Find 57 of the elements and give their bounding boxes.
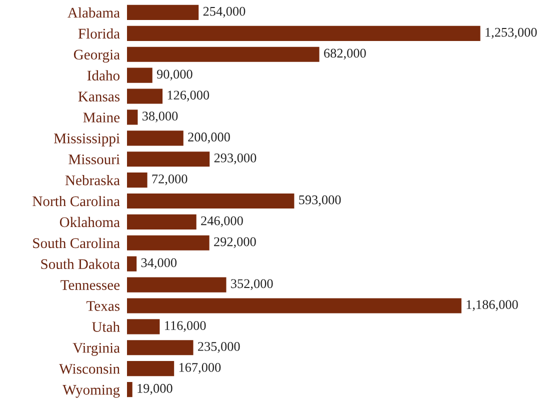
bar	[127, 214, 196, 230]
data-label: 254,000	[203, 6, 246, 18]
y-tick-label: Idaho	[87, 70, 120, 81]
bar	[127, 4, 199, 20]
bar	[127, 193, 294, 209]
data-label: 682,000	[324, 48, 366, 60]
data-label: 1,186,000	[466, 300, 518, 311]
bar	[127, 26, 480, 41]
y-tick-label: Wisconsin	[59, 364, 120, 374]
data-label: 167,000	[179, 362, 221, 374]
bar	[127, 46, 320, 62]
data-label: 116,000	[165, 321, 206, 332]
bar	[127, 110, 138, 125]
data-label: 292,000	[214, 237, 256, 248]
data-label: 246,000	[201, 216, 243, 228]
data-label: 90,000	[156, 70, 192, 81]
y-tick-label: Virginia	[72, 343, 120, 356]
data-label: 19,000	[138, 384, 172, 395]
bar	[127, 172, 148, 188]
y-tick-label: Utah	[92, 322, 120, 332]
bar	[127, 340, 194, 356]
data-label: 38,000	[142, 112, 178, 122]
bar	[127, 277, 226, 292]
data-label: 1,253,000	[486, 28, 537, 39]
y-tick-label: Florida	[78, 28, 120, 39]
bar	[127, 361, 174, 376]
y-tick-label: Mississippi	[54, 134, 120, 146]
bar	[127, 130, 184, 146]
data-label: 72,000	[152, 174, 188, 186]
y-tick-label: Texas	[86, 301, 120, 311]
y-tick-label: Wyoming	[62, 384, 120, 398]
data-label: 200,000	[188, 132, 230, 144]
bar	[127, 235, 210, 250]
bar	[127, 68, 152, 83]
y-tick-label: Missouri	[68, 154, 120, 164]
bar	[127, 298, 462, 314]
data-label: 34,000	[141, 258, 177, 270]
data-label: 126,000	[168, 90, 210, 102]
y-tick-label: Kansas	[78, 92, 120, 102]
bar	[127, 88, 163, 104]
bar	[127, 382, 132, 398]
data-label: 593,000	[299, 195, 341, 206]
data-label: 235,000	[198, 342, 240, 353]
data-label: 293,000	[214, 154, 256, 164]
bar	[127, 319, 160, 334]
bar	[127, 152, 210, 167]
y-tick-label: Alabama	[68, 7, 120, 18]
data-label: 352,000	[231, 279, 273, 290]
y-tick-label: Tennessee	[60, 280, 120, 290]
y-tick-label: Nebraska	[65, 174, 120, 186]
y-tick-label: Oklahoma	[60, 216, 120, 228]
y-tick-label: Maine	[83, 112, 120, 122]
bar	[127, 256, 137, 272]
y-tick-label: Georgia	[74, 50, 120, 63]
y-tick-label: South Dakota	[41, 258, 120, 270]
y-tick-label: North Carolina	[32, 196, 120, 206]
y-tick-label: South Carolina	[33, 238, 120, 248]
